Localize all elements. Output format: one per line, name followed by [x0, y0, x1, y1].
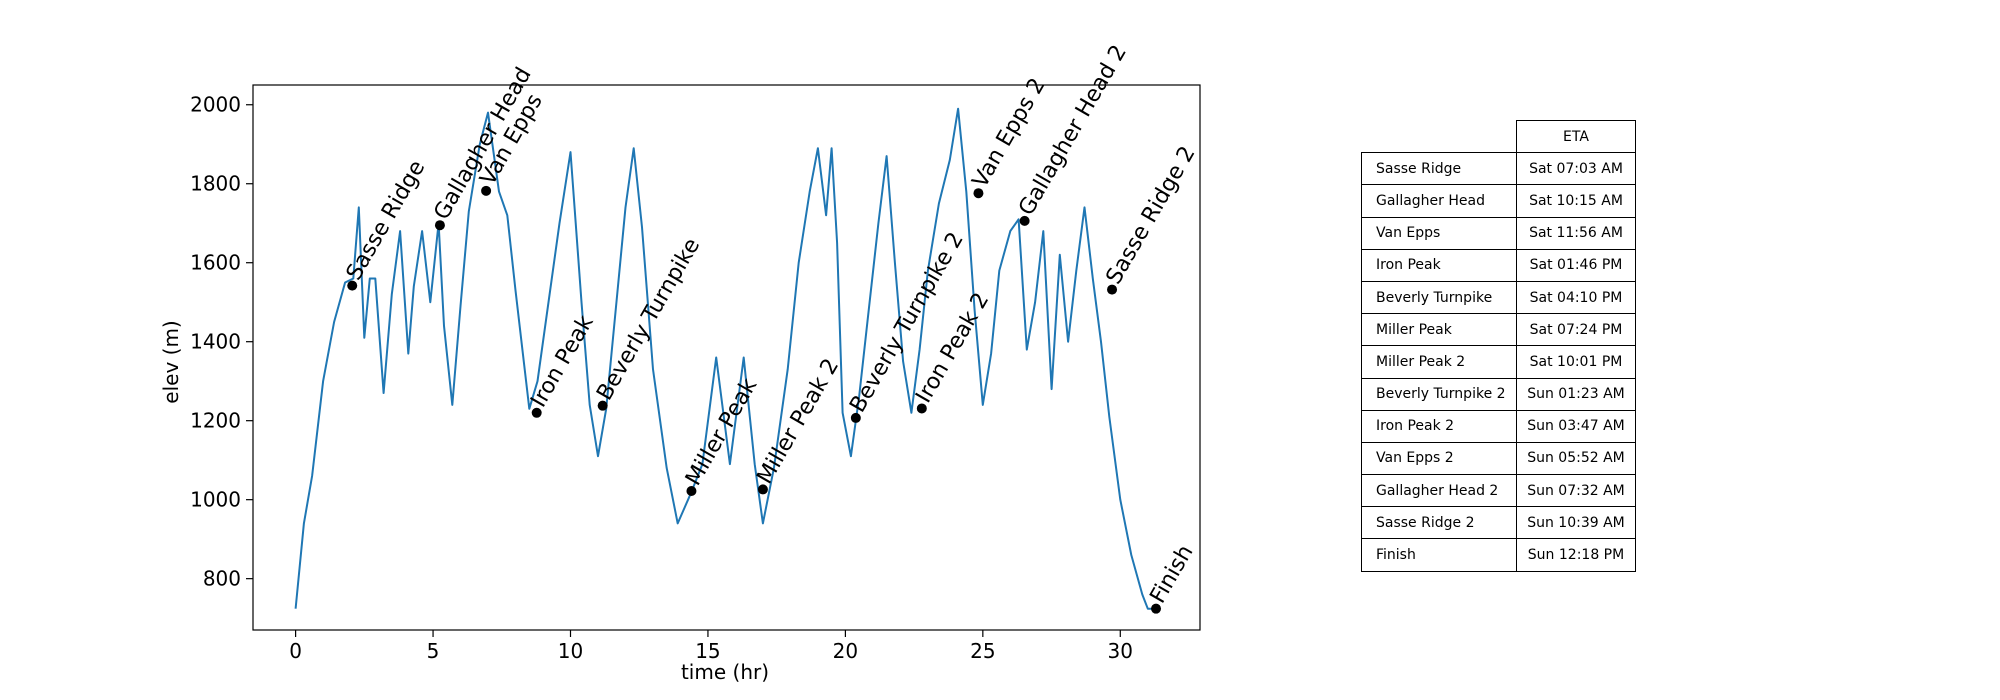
x-tick-label: 10 [558, 639, 583, 663]
eta-table: ETA Sasse Ridge Sat 07:03 AM Gallagher Hea… [1361, 119, 1636, 572]
table-row: Gallagher Head Sat 10:15 AM [1361, 184, 1636, 218]
waypoint-label: Gallagher Head 2 [1014, 41, 1132, 220]
eta-value-cell: Sun 03:47 AM [1516, 409, 1636, 443]
waypoint-name-cell: Beverly Turnpike 2 [1361, 377, 1517, 411]
y-tick-label: 1000 [190, 488, 241, 512]
waypoint-name-cell: Gallagher Head 2 [1361, 474, 1517, 508]
waypoint-name-cell: Finish [1361, 538, 1517, 572]
y-tick-label: 2000 [190, 93, 241, 117]
table-row: Sasse Ridge Sat 07:03 AM [1361, 152, 1636, 186]
y-tick-label: 1400 [190, 330, 241, 354]
table-row: Sasse Ridge 2 Sun 10:39 AM [1361, 506, 1636, 540]
y-tick-label: 800 [203, 567, 241, 591]
eta-value-cell: Sat 07:03 AM [1516, 152, 1636, 186]
waypoint-marker [973, 188, 984, 199]
waypoint-marker [531, 407, 542, 418]
waypoint-label: Sasse Ridge 2 [1102, 142, 1201, 289]
y-tick-label: 1200 [190, 409, 241, 433]
waypoint-marker [597, 400, 608, 411]
waypoint-marker [757, 484, 768, 495]
table-row: Gallagher Head 2 Sun 07:32 AM [1361, 474, 1636, 508]
eta-table-corner [1362, 121, 1517, 153]
waypoint-name-cell: Sasse Ridge [1361, 152, 1517, 186]
waypoint-marker [481, 185, 492, 196]
waypoint-marker [916, 403, 927, 414]
elevation-series-line [294, 107, 1156, 610]
x-tick-label: 25 [970, 639, 995, 663]
waypoint-name-cell: Beverly Turnpike [1361, 280, 1517, 315]
waypoint-marker [1019, 215, 1030, 226]
eta-value-cell: Sat 10:01 PM [1516, 345, 1636, 379]
eta-value-cell: Sat 04:10 PM [1516, 280, 1636, 315]
waypoint-marker [686, 485, 697, 496]
waypoint-marker [850, 412, 861, 423]
table-row: Finish Sun 12:18 PM [1361, 538, 1636, 572]
waypoint-name-cell: Iron Peak 2 [1361, 409, 1517, 443]
eta-value-cell: Sun 05:52 AM [1516, 441, 1636, 476]
waypoint-marker [347, 280, 358, 291]
eta-table-body: Sasse Ridge Sat 07:03 AM Gallagher Head Sat… [1361, 152, 1636, 572]
waypoint-name-cell: Iron Peak [1361, 248, 1517, 282]
y-axis-label: elev (m) [159, 320, 183, 403]
y-tick-label: 1800 [190, 172, 241, 196]
table-row: Iron Peak 2 Sun 03:47 AM [1361, 409, 1636, 443]
waypoint-name-cell: Van Epps 2 [1361, 441, 1517, 476]
waypoint-label: Iron Peak [526, 311, 599, 412]
eta-value-cell: Sun 01:23 AM [1516, 377, 1636, 411]
eta-value-cell: Sat 10:15 AM [1516, 184, 1636, 218]
eta-column-header: ETA [1516, 119, 1636, 154]
waypoint-marker [1151, 603, 1162, 614]
waypoint-marker [434, 220, 445, 231]
y-tick-label: 1600 [190, 251, 241, 275]
table-row: Beverly Turnpike Sat 04:10 PM [1361, 280, 1636, 315]
waypoint-name-cell: Van Epps [1361, 216, 1517, 250]
eta-value-cell: Sun 10:39 AM [1516, 506, 1636, 540]
eta-value-cell: Sat 11:56 AM [1516, 216, 1636, 250]
table-row: Miller Peak Sat 07:24 PM [1361, 313, 1636, 347]
waypoint-label: Miller Peak [681, 374, 762, 490]
waypoint-label: Beverly Turnpike [592, 234, 705, 405]
table-row: Van Epps Sat 11:56 AM [1361, 216, 1636, 250]
waypoint-name-cell: Gallagher Head [1361, 184, 1517, 218]
eta-value-cell: Sun 07:32 AM [1516, 474, 1636, 508]
x-tick-label: 30 [1108, 639, 1133, 663]
waypoint-label: Finish [1146, 541, 1199, 608]
plot-frame [252, 84, 1201, 631]
table-row: Beverly Turnpike 2 Sun 01:23 AM [1361, 377, 1636, 411]
eta-value-cell: Sat 07:24 PM [1516, 313, 1636, 347]
eta-value-cell: Sat 01:46 PM [1516, 248, 1636, 282]
table-row: Iron Peak Sat 01:46 PM [1361, 248, 1636, 282]
x-axis-label: time (hr) [681, 660, 769, 684]
waypoint-label: Miller Peak 2 [752, 355, 844, 489]
table-row: Miller Peak 2 Sat 10:01 PM [1361, 345, 1636, 379]
waypoint-marker [1107, 284, 1118, 295]
eta-table-header-row: ETA [1362, 119, 1636, 154]
x-tick-label: 0 [289, 639, 302, 663]
waypoint-name-cell: Sasse Ridge 2 [1361, 506, 1517, 540]
x-tick-label: 20 [833, 639, 858, 663]
waypoint-name-cell: Miller Peak [1361, 313, 1517, 347]
waypoint-name-cell: Miller Peak 2 [1361, 345, 1517, 379]
x-tick-label: 5 [427, 639, 440, 663]
table-row: Van Epps 2 Sun 05:52 AM [1361, 441, 1636, 476]
plot-area: 0 5 10 15 20 25 30 800 1000 1200 1400 1600 1800 2000 S… [190, 41, 1201, 663]
eta-value-cell: Sun 12:18 PM [1516, 538, 1636, 572]
x-tick-label: 15 [695, 639, 720, 663]
